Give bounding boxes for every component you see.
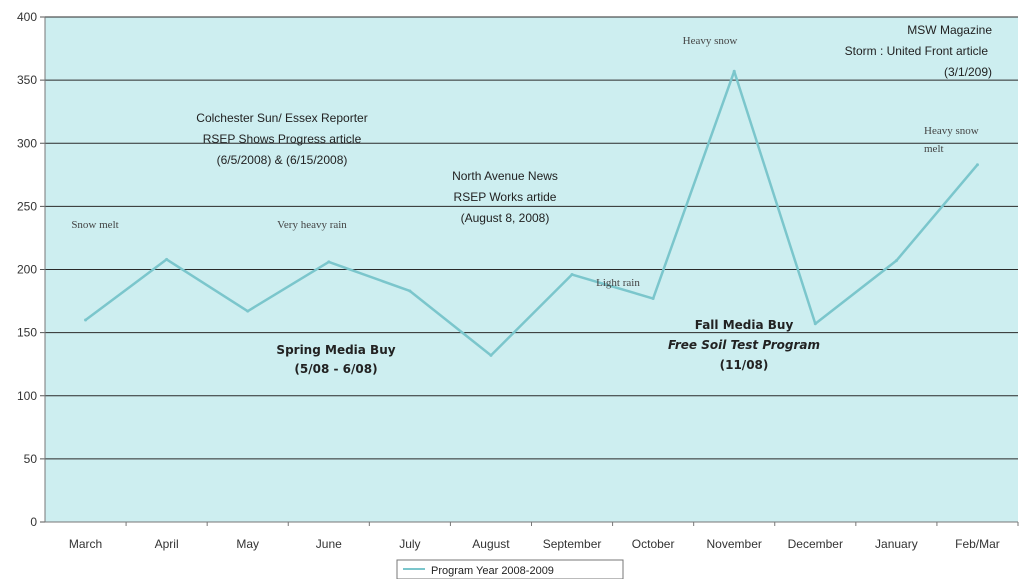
annotation-fall-media: (11/08) [720,358,769,372]
x-tick-label: December [788,537,843,551]
annotation-spring-media: Spring Media Buy [276,343,395,357]
x-tick-label: June [316,537,342,551]
y-tick-label: 250 [17,199,37,213]
x-tick-label: January [875,537,918,551]
data-point [975,163,979,167]
x-tick-label: July [399,537,420,551]
data-point [570,273,574,277]
data-point [651,297,655,301]
annotation-snow-melt: Snow melt [71,219,118,231]
annotation-spring-media: (5/08 - 6/08) [294,362,377,376]
y-tick-label: 150 [17,326,37,340]
x-tick-label: October [632,537,675,551]
annotation-fall-media: Fall Media Buy [695,318,794,332]
legend-box [396,559,624,579]
annotation-north-avenue: North Avenue News [452,169,558,183]
x-tick-label: August [472,537,510,551]
annotation-msw: MSW Magazine [907,23,992,37]
data-point [84,318,88,322]
data-point [165,257,169,261]
x-tick-label: November [707,537,762,551]
annotation-light-rain: Light rain [596,277,640,289]
series-line [84,70,979,357]
legend-label: Program Year 2008-2009 [431,565,554,577]
data-point [813,322,817,326]
annotation-heavy-snow-melt: melt [924,143,944,155]
x-tick-label: May [236,537,259,551]
x-tick-label: Feb/Mar [955,537,1000,551]
y-tick-label: 300 [17,136,37,150]
annotation-colchester: (6/5/2008) & (6/15/2008) [217,153,348,167]
data-point [732,69,736,73]
y-tick-label: 200 [17,263,37,277]
annotation-heavy-snow-melt: Heavy snow [924,125,979,137]
y-tick-label: 0 [30,515,37,529]
annotation-fall-media: Free Soil Test Program [668,338,820,352]
y-tick-label: 350 [17,73,37,87]
annotation-north-avenue: RSEP Works artide [454,190,557,204]
y-tick-label: 50 [24,452,38,466]
y-tick-label: 100 [17,389,37,403]
x-tick-label: September [543,537,602,551]
y-tick-label: 400 [17,10,37,24]
data-point [408,289,412,293]
annotation-colchester: Colchester Sun/ Essex Reporter [196,111,367,125]
data-point [327,260,331,264]
data-point [894,259,898,263]
data-point [246,309,250,313]
annotation-north-avenue: (August 8, 2008) [461,211,550,225]
annotation-very-heavy-rain: Very heavy rain [277,219,347,231]
x-tick-label: March [69,537,102,551]
annotation-heavy-snow: Heavy snow [683,35,738,47]
data-point [489,353,493,357]
annotation-colchester: RSEP Shows Progress article [203,132,362,146]
annotation-msw: Storm : United Front article [845,44,989,58]
x-tick-label: April [155,537,179,551]
annotation-msw: (3/1/209) [944,65,992,79]
